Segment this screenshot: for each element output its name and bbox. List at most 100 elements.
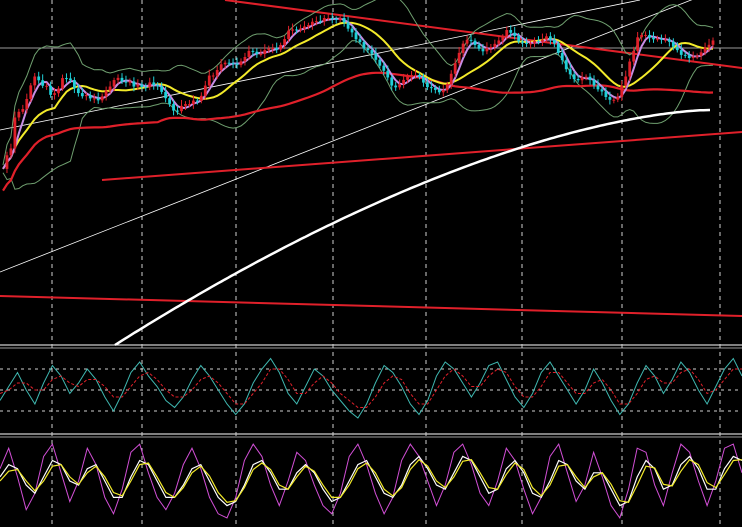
channel-lower — [0, 0, 693, 273]
candle-85 — [338, 14, 342, 23]
candle-77 — [307, 22, 310, 30]
candle-body-152 — [604, 91, 608, 97]
candle-27 — [108, 81, 112, 94]
candle-body-137 — [545, 36, 548, 40]
candle-144 — [572, 71, 576, 83]
candle-58 — [231, 58, 235, 69]
candle-body-31 — [124, 81, 128, 83]
candle-body-132 — [525, 42, 528, 45]
candle-59 — [235, 57, 239, 69]
candle-body-59 — [235, 63, 239, 66]
candle-body-17 — [69, 78, 72, 81]
candle-body-7 — [29, 85, 33, 99]
candle-81 — [322, 15, 326, 26]
candle-138 — [548, 32, 552, 45]
trendline-lower — [0, 295, 742, 317]
ma-white-long — [114, 108, 711, 347]
candle-body-134 — [533, 40, 536, 44]
candle-body-126 — [501, 36, 505, 41]
candle-body-82 — [326, 18, 330, 19]
candle-36 — [144, 83, 148, 92]
candle-body-98 — [390, 77, 394, 86]
candle-43 — [172, 100, 175, 116]
candle-133 — [529, 41, 532, 49]
candle-body-15 — [61, 78, 64, 89]
candle-body-85 — [338, 18, 342, 20]
candle-body-22 — [88, 95, 92, 99]
candle-150 — [596, 79, 600, 92]
candle-body-139 — [552, 39, 556, 44]
candle-10 — [41, 74, 45, 89]
candle-28 — [112, 77, 116, 92]
candle-14 — [57, 86, 60, 97]
candle-2 — [9, 143, 13, 159]
candle-1 — [5, 151, 9, 174]
candle-body-5 — [21, 109, 25, 112]
candle-178 — [707, 38, 711, 53]
candle-82 — [326, 13, 330, 21]
candle-86 — [342, 13, 346, 27]
candle-body-35 — [140, 84, 144, 87]
bollinger-bands — [2, 0, 714, 190]
candle-body-77 — [307, 25, 310, 27]
candle-163 — [648, 30, 651, 43]
candle-body-136 — [541, 39, 544, 42]
candle-body-29 — [116, 77, 120, 81]
candle-body-62 — [247, 50, 251, 58]
candle-41 — [164, 86, 168, 103]
candle-24 — [96, 92, 100, 104]
candle-148 — [588, 73, 592, 85]
candle-116 — [461, 40, 465, 58]
candle-117 — [465, 35, 469, 47]
candle-158 — [628, 58, 632, 82]
candle-body-177 — [703, 47, 707, 53]
candle-body-69 — [275, 47, 279, 50]
candle-171 — [679, 44, 683, 59]
candle-body-154 — [612, 99, 616, 101]
candle-body-179 — [711, 40, 715, 45]
osc1-series-1 — [0, 357, 742, 419]
candle-156 — [620, 80, 624, 101]
candle-body-88 — [350, 28, 354, 33]
candle-71 — [283, 35, 287, 50]
oscillator-panel-2 — [0, 442, 742, 520]
candle-61 — [243, 52, 247, 66]
candle-18 — [72, 77, 76, 94]
candle-body-32 — [128, 81, 132, 83]
candle-76 — [303, 21, 306, 33]
candle-111 — [441, 84, 445, 97]
candle-body-91 — [362, 42, 366, 49]
candle-21 — [84, 92, 88, 101]
candle-body-10 — [41, 80, 45, 86]
candle-122 — [485, 42, 489, 55]
candle-body-80 — [318, 21, 322, 23]
candle-body-127 — [505, 30, 509, 37]
candle-65 — [259, 49, 263, 57]
candle-15 — [61, 74, 64, 91]
candle-body-60 — [239, 61, 243, 66]
candle-100 — [398, 79, 402, 90]
candle-body-128 — [509, 30, 513, 33]
candle-body-156 — [620, 85, 624, 97]
candle-40 — [160, 82, 164, 95]
candle-123 — [489, 44, 493, 53]
candle-105 — [418, 72, 421, 80]
candle-body-66 — [263, 50, 267, 55]
candle-120 — [477, 41, 481, 52]
candle-body-71 — [283, 39, 287, 45]
candle-137 — [545, 33, 548, 43]
candle-body-4 — [17, 111, 21, 118]
candle-108 — [429, 81, 433, 93]
candle-body-87 — [346, 22, 350, 29]
candle-152 — [604, 87, 608, 100]
candle-body-108 — [429, 87, 433, 89]
candle-128 — [509, 25, 513, 38]
candle-body-173 — [687, 55, 691, 58]
candle-37 — [148, 77, 152, 91]
candle-body-165 — [656, 38, 659, 40]
candle-5 — [21, 104, 25, 115]
candle-66 — [263, 44, 267, 59]
candle-95 — [378, 56, 382, 69]
band-lower — [2, 40, 714, 190]
candle-body-170 — [675, 46, 679, 51]
